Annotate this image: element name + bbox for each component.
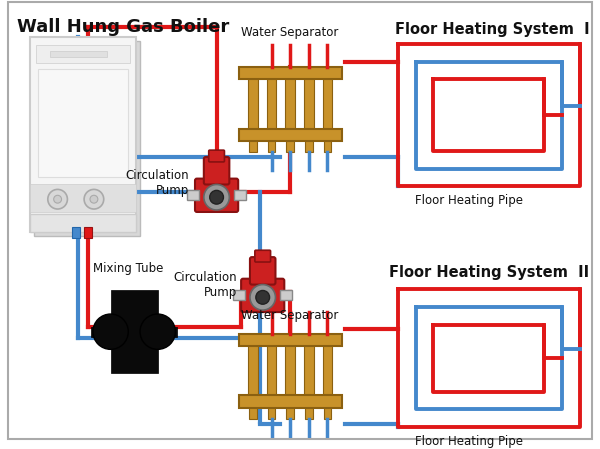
Bar: [285, 79, 295, 128]
Circle shape: [256, 291, 269, 304]
Text: Water Separator: Water Separator: [241, 309, 339, 322]
Bar: [268, 141, 275, 152]
Bar: [187, 190, 199, 200]
Bar: [234, 190, 246, 200]
Bar: [239, 67, 342, 79]
Bar: [286, 408, 294, 419]
Bar: [323, 141, 331, 152]
Bar: [285, 347, 295, 396]
Bar: [268, 408, 275, 419]
Bar: [30, 37, 136, 232]
Bar: [239, 334, 342, 347]
Bar: [110, 291, 158, 373]
Bar: [323, 347, 332, 396]
Text: Wall Hung Gas Boiler: Wall Hung Gas Boiler: [17, 18, 230, 35]
Bar: [304, 79, 314, 128]
Bar: [305, 408, 313, 419]
FancyBboxPatch shape: [255, 250, 271, 262]
Bar: [304, 347, 314, 396]
Text: Mixing Tube: Mixing Tube: [93, 262, 163, 275]
Bar: [249, 408, 257, 419]
Bar: [323, 408, 331, 419]
Bar: [36, 45, 130, 63]
Bar: [323, 79, 332, 128]
Circle shape: [210, 190, 223, 204]
Bar: [34, 41, 140, 236]
Text: Floor Heating System  II: Floor Heating System II: [389, 265, 589, 280]
Circle shape: [48, 189, 67, 209]
Bar: [248, 347, 258, 396]
Text: Circulation
Pump: Circulation Pump: [173, 271, 237, 299]
Circle shape: [250, 285, 275, 310]
Circle shape: [93, 314, 128, 349]
Bar: [239, 128, 342, 141]
Bar: [266, 347, 277, 396]
Text: Circulation
Pump: Circulation Pump: [125, 168, 189, 197]
Text: Floor Heating System  I: Floor Heating System I: [395, 22, 589, 36]
Bar: [38, 69, 128, 176]
Text: Floor Heating Pipe: Floor Heating Pipe: [415, 194, 523, 207]
Circle shape: [90, 195, 98, 203]
Bar: [286, 141, 294, 152]
FancyBboxPatch shape: [209, 150, 224, 162]
Text: Floor Heating Pipe: Floor Heating Pipe: [415, 435, 523, 448]
Bar: [266, 79, 277, 128]
FancyBboxPatch shape: [241, 279, 284, 312]
Bar: [73, 227, 80, 238]
Bar: [249, 141, 257, 152]
Bar: [30, 185, 136, 212]
Circle shape: [204, 185, 229, 210]
Bar: [30, 214, 136, 232]
Bar: [50, 51, 107, 57]
FancyBboxPatch shape: [250, 257, 275, 285]
Bar: [84, 227, 92, 238]
FancyBboxPatch shape: [195, 179, 238, 212]
FancyBboxPatch shape: [204, 157, 229, 185]
Bar: [239, 396, 342, 408]
Bar: [305, 141, 313, 152]
Bar: [248, 79, 258, 128]
Circle shape: [140, 314, 175, 349]
Text: Water Separator: Water Separator: [241, 26, 339, 39]
Bar: [233, 291, 245, 300]
Bar: [158, 327, 178, 337]
Bar: [91, 327, 110, 337]
Circle shape: [53, 195, 62, 203]
Circle shape: [84, 189, 104, 209]
Bar: [280, 291, 292, 300]
